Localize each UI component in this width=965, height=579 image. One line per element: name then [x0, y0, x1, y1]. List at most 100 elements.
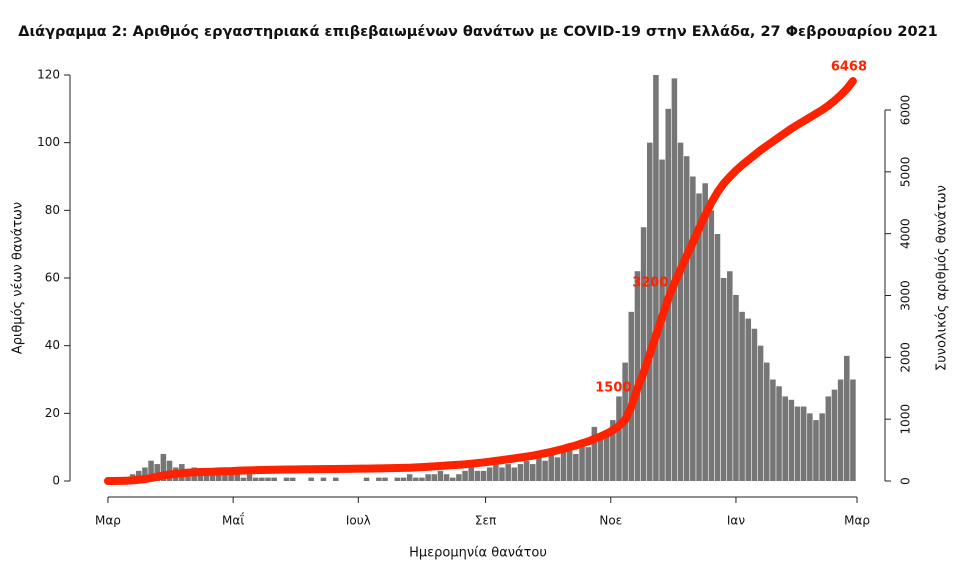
y-tick-label: 120	[37, 68, 60, 82]
bar	[714, 234, 721, 481]
bar	[197, 474, 204, 481]
bar	[640, 227, 647, 481]
bar	[240, 477, 247, 481]
bar	[733, 294, 739, 481]
bar	[271, 477, 277, 481]
bar	[831, 389, 838, 481]
bar	[616, 396, 622, 481]
bar	[499, 467, 505, 481]
bar	[646, 142, 653, 481]
bar	[536, 457, 542, 481]
bar	[456, 474, 462, 481]
bar	[690, 176, 696, 481]
bar	[739, 311, 745, 481]
bar	[800, 406, 807, 481]
bar	[154, 464, 160, 481]
bar	[554, 457, 561, 481]
bar	[560, 450, 567, 481]
bar	[720, 278, 727, 481]
bar	[283, 477, 290, 481]
bar	[807, 413, 813, 481]
bar	[782, 396, 788, 481]
bar	[745, 318, 752, 481]
y2-tick-label: 4000	[899, 218, 913, 249]
bar	[462, 470, 468, 481]
x-tick-label: Νοε	[599, 514, 622, 528]
y2-tick-label: 0	[899, 477, 913, 485]
bar	[406, 474, 413, 481]
line-value-label: 6468	[831, 60, 867, 75]
bar	[203, 470, 210, 481]
bar	[603, 430, 610, 481]
bar	[610, 420, 616, 481]
y2-tick-label: 6000	[899, 95, 913, 126]
bar	[246, 474, 253, 481]
bar	[813, 420, 819, 481]
bar	[486, 467, 493, 481]
bar	[425, 474, 431, 481]
bar	[757, 345, 764, 481]
bar	[437, 470, 444, 481]
x-axis-title: Ημερομηνία θανάτου	[409, 546, 547, 561]
y2-axis-title: Συνολικός αριθμός θανάτων	[935, 185, 950, 371]
bar	[776, 386, 782, 481]
bar	[209, 474, 216, 481]
bar	[844, 355, 850, 481]
bar	[634, 271, 641, 481]
line-value-label: 1500	[595, 381, 631, 396]
bar	[585, 447, 591, 481]
bar	[265, 477, 271, 481]
bar	[763, 362, 770, 481]
bar	[683, 156, 690, 481]
bar	[597, 433, 604, 481]
bar	[591, 426, 598, 481]
bar	[696, 193, 702, 481]
bar	[320, 477, 327, 481]
y-tick-label: 40	[45, 338, 60, 352]
x-tick-label: Μαρ	[844, 514, 870, 528]
bar	[234, 474, 241, 481]
bar	[480, 470, 487, 481]
bar	[850, 379, 856, 481]
bar	[542, 460, 548, 481]
bar	[819, 413, 825, 481]
bar	[788, 399, 795, 481]
bar	[332, 477, 339, 481]
bar	[511, 467, 518, 481]
bar	[474, 470, 481, 481]
bar	[517, 464, 524, 481]
x-tick-label: Μαΐ	[222, 513, 244, 528]
y2-tick-label: 1000	[899, 404, 913, 435]
bar	[727, 271, 733, 481]
bar	[431, 474, 438, 481]
bar	[419, 477, 425, 481]
bar	[505, 464, 511, 481]
bar	[702, 183, 708, 481]
bar	[289, 477, 296, 481]
y-tick-label: 60	[45, 271, 60, 285]
bar	[400, 477, 407, 481]
bar	[468, 467, 474, 481]
bar	[653, 75, 659, 481]
x-tick-label: Ιουλ	[346, 514, 371, 528]
bar	[449, 477, 456, 481]
bar	[825, 396, 832, 481]
x-tick-label: Μαρ	[95, 514, 121, 528]
bar	[566, 447, 573, 481]
bar	[770, 379, 776, 481]
bar	[228, 474, 234, 481]
y-tick-label: 0	[52, 474, 60, 488]
bar	[308, 477, 314, 481]
bar	[394, 477, 401, 481]
line-value-label: 3200	[632, 276, 668, 291]
bar	[530, 464, 536, 481]
bar	[837, 379, 844, 481]
bar	[579, 440, 585, 481]
bar	[142, 467, 148, 481]
bar	[252, 477, 259, 481]
bar	[259, 477, 265, 481]
bar	[751, 328, 758, 481]
bar	[548, 453, 555, 481]
bar	[573, 453, 579, 481]
